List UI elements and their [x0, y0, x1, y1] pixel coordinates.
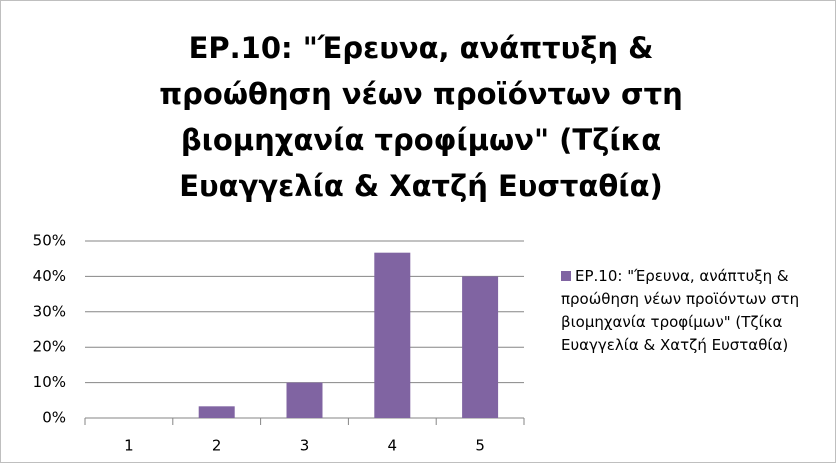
- y-tick-label: 40%: [33, 267, 66, 285]
- bar: [198, 406, 235, 418]
- x-tick-label: 4: [388, 437, 398, 455]
- legend-key: [561, 271, 571, 281]
- x-tick-label: 1: [124, 437, 134, 455]
- y-tick-label: 50%: [33, 232, 66, 250]
- x-tick-label: 2: [212, 437, 222, 455]
- legend-label: ΕΡ.10: "Έρευνα, ανάπτυξη & προώθηση νέων…: [561, 267, 800, 354]
- chart-title: ΕΡ.10: "Έρευνα, ανάπτυξη & προώθηση νέων…: [159, 31, 683, 203]
- y-tick-label: 10%: [33, 373, 66, 391]
- legend: ΕΡ.10: "Έρευνα, ανάπτυξη & προώθηση νέων…: [561, 265, 827, 357]
- bar: [462, 276, 499, 418]
- y-tick-label: 0%: [42, 409, 66, 427]
- y-tick-label: 30%: [33, 302, 66, 320]
- bar: [286, 382, 323, 418]
- y-tick-label: 20%: [33, 338, 66, 356]
- x-tick-label: 5: [475, 437, 485, 455]
- bar: [374, 252, 411, 418]
- x-tick-label: 3: [300, 437, 310, 455]
